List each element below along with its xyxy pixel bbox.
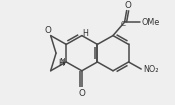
Text: N: N — [59, 58, 65, 67]
Text: O: O — [44, 26, 51, 35]
Text: NO₂: NO₂ — [144, 64, 159, 74]
Text: O: O — [124, 1, 131, 10]
Text: O: O — [78, 89, 85, 98]
Text: H: H — [82, 29, 88, 38]
Text: OMe: OMe — [142, 18, 160, 27]
Text: C: C — [121, 21, 126, 27]
Text: H: H — [58, 59, 64, 68]
